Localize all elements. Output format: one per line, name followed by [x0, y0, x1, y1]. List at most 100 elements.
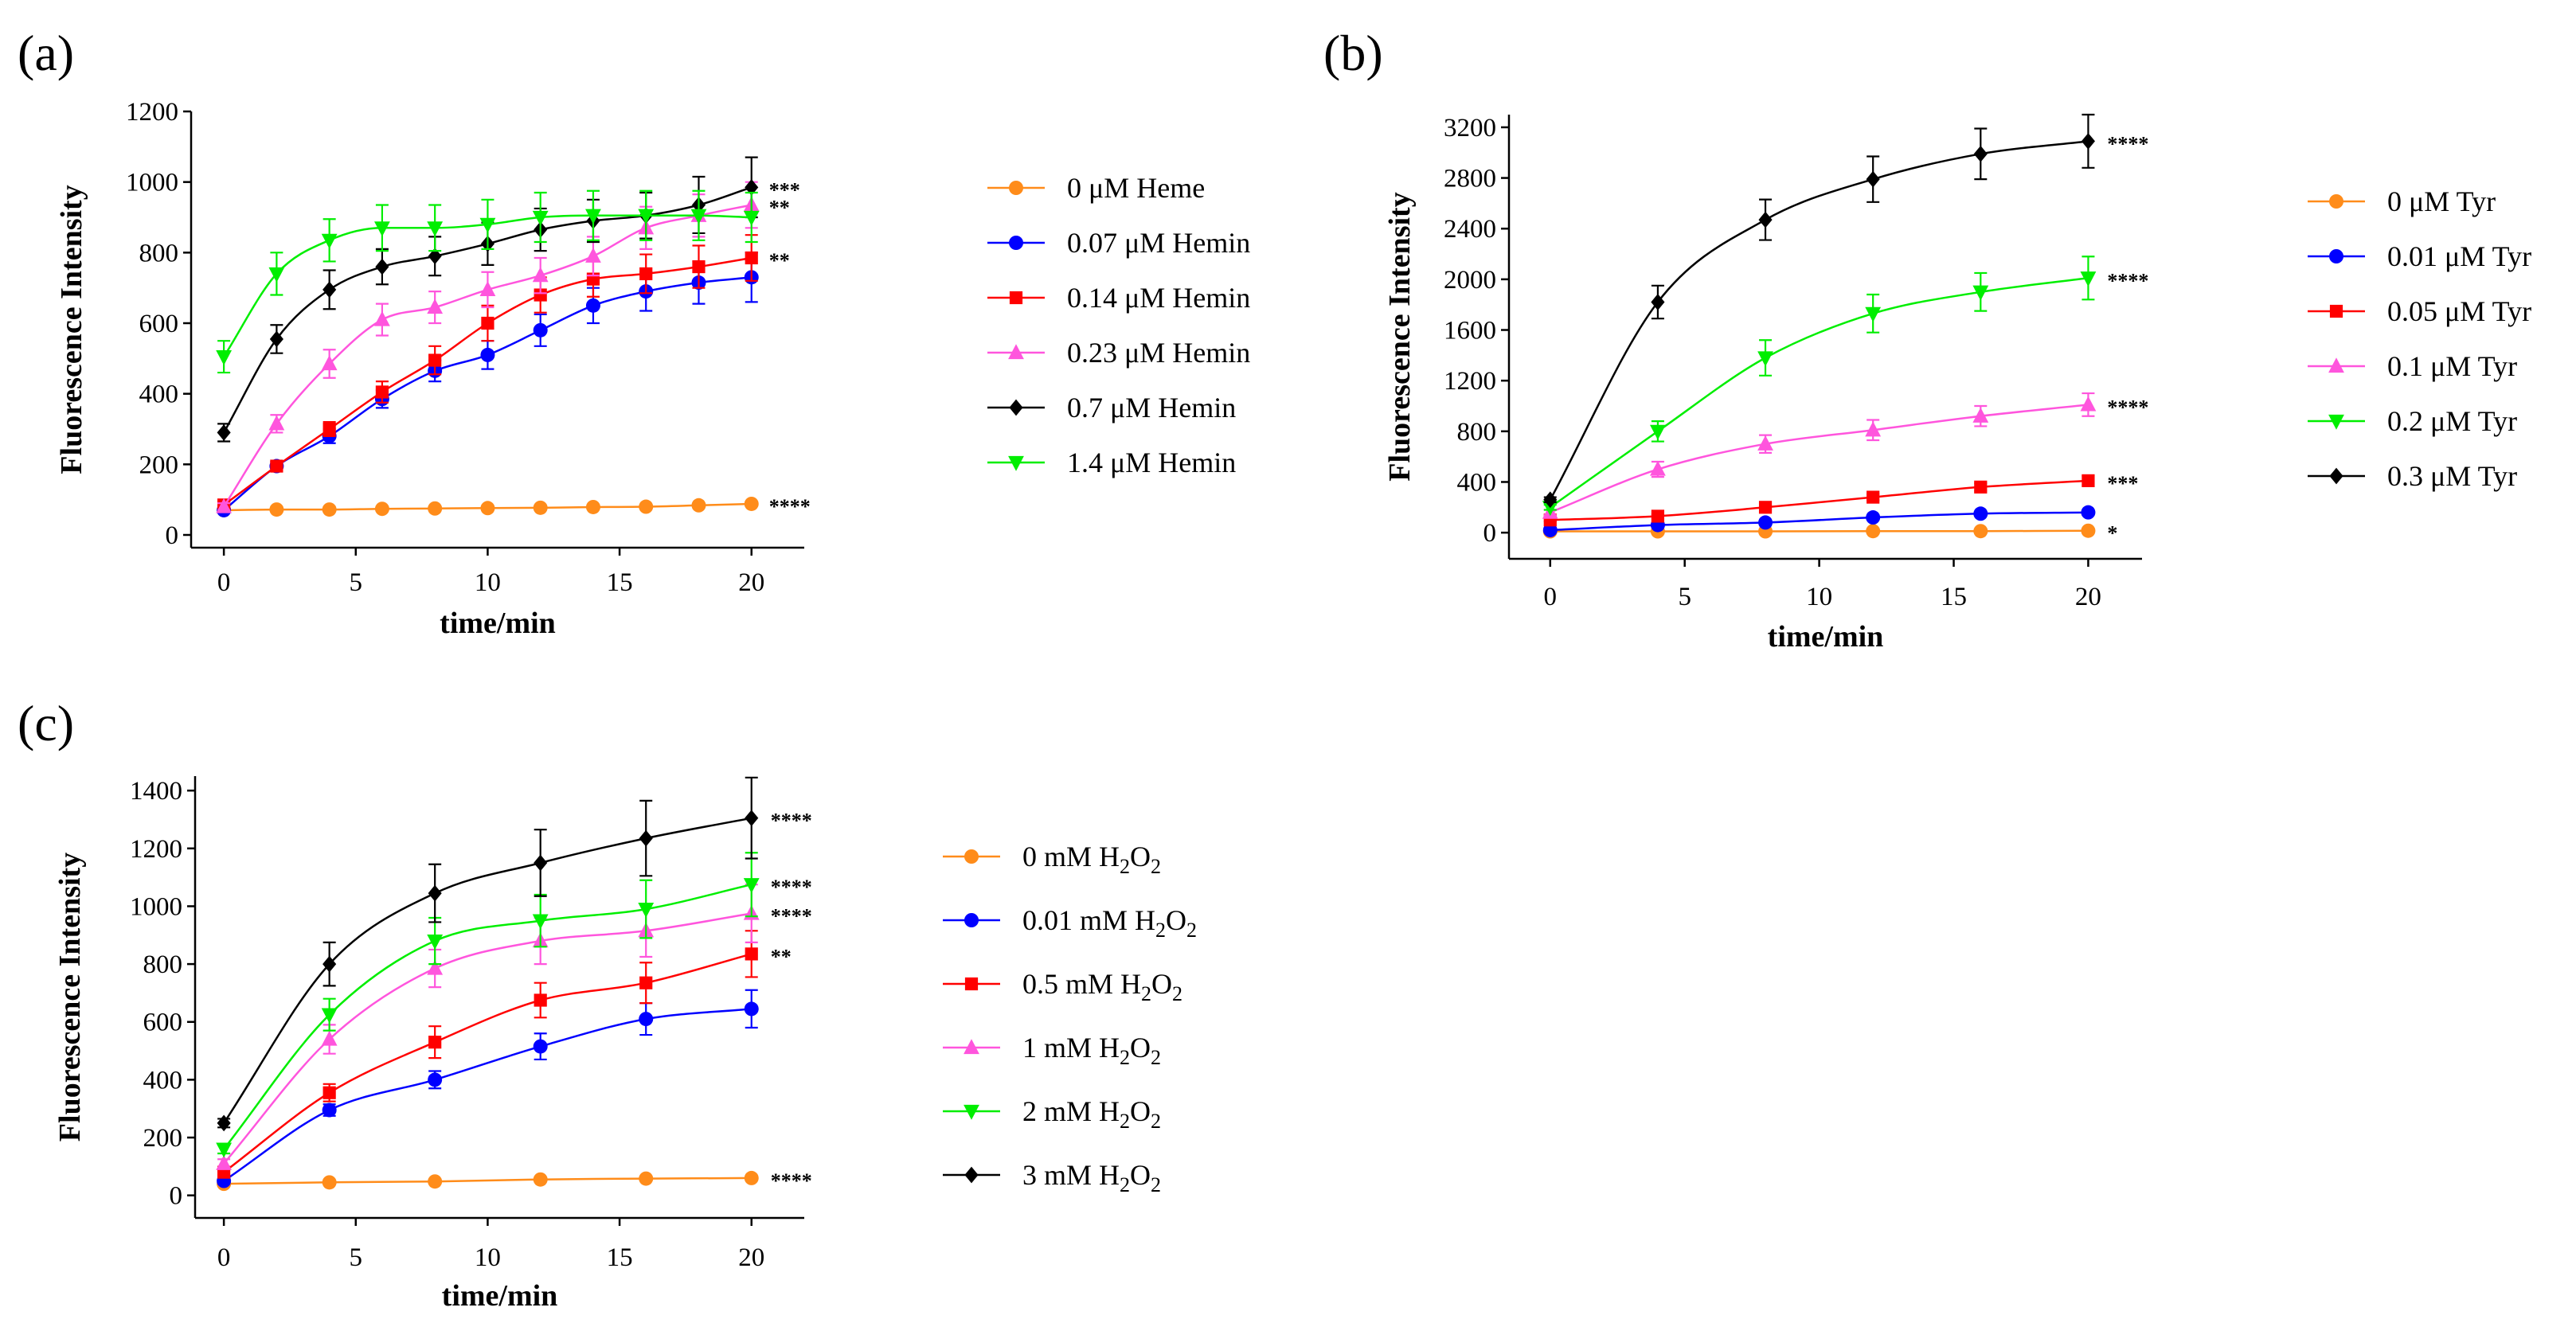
- data-point: [216, 350, 233, 365]
- x-tick-label: 5: [350, 1243, 363, 1272]
- y-tick-label: 1000: [126, 169, 178, 197]
- significance-label: ****: [2107, 396, 2148, 419]
- data-point: [585, 209, 601, 224]
- data-point: [692, 260, 706, 274]
- x-tick-label: 0: [1544, 583, 1558, 611]
- y-axis-title: Fluorescence Intensity: [55, 185, 88, 474]
- series-0-5-mm-h2o2: [217, 930, 758, 1179]
- x-tick-label: 10: [1806, 583, 1832, 611]
- legend-entry-1-4-um-hemin: 1.4 μM Hemin: [987, 447, 1236, 478]
- x-tick-label: 15: [607, 568, 633, 597]
- data-point: [216, 1142, 233, 1158]
- data-point: [1866, 170, 1880, 188]
- x-tick-label: 20: [738, 568, 764, 597]
- y-tick-label: 2800: [1444, 165, 1496, 193]
- series-line: [1550, 529, 2089, 533]
- data-point: [585, 298, 600, 313]
- y-tick-label: 2000: [1444, 266, 1496, 295]
- data-point: [269, 502, 284, 517]
- data-point: [1866, 524, 1881, 539]
- legend-marker: [2329, 467, 2343, 485]
- x-tick-label: 15: [607, 1243, 633, 1272]
- series-0-01-um-tyr: [1542, 505, 2096, 537]
- series-1-4-um-hemin: [216, 189, 760, 374]
- data-point: [2081, 523, 2096, 538]
- series-line: [1550, 277, 2089, 509]
- data-point: [1758, 501, 1773, 514]
- significance-label: **: [769, 196, 790, 219]
- legend-marker: [2328, 414, 2344, 430]
- x-tick-label: 10: [475, 1243, 501, 1272]
- legend-entry-0-um-heme: 0 μM Heme: [987, 172, 1205, 204]
- data-point: [375, 258, 389, 275]
- data-point: [745, 810, 759, 827]
- x-tick-label: 5: [350, 568, 363, 597]
- data-point: [428, 1036, 442, 1049]
- y-tick-label: 400: [143, 1066, 183, 1095]
- x-tick-label: 20: [738, 1243, 764, 1272]
- data-point: [638, 209, 655, 224]
- data-point: [480, 501, 495, 516]
- data-point: [1651, 294, 1665, 310]
- series-line: [1549, 140, 2089, 501]
- data-point: [1542, 522, 1558, 537]
- data-point: [428, 248, 442, 265]
- significance-label: *: [2107, 522, 2117, 545]
- y-tick-label: 400: [1457, 468, 1497, 497]
- data-point: [744, 1170, 759, 1185]
- legend-label: 1 mM H2O2: [1022, 1032, 1161, 1069]
- data-point: [532, 914, 549, 930]
- data-point: [479, 217, 496, 233]
- legend-marker: [2328, 357, 2344, 373]
- data-point: [374, 310, 390, 326]
- data-point: [375, 385, 389, 399]
- series-line: [223, 883, 752, 1150]
- panel-label: (c): [18, 695, 74, 751]
- data-point: [745, 178, 759, 196]
- y-tick-label: 200: [139, 451, 179, 479]
- data-point: [1866, 510, 1881, 525]
- data-point: [268, 415, 285, 431]
- series-3-mm-h2o2: [217, 776, 759, 1132]
- data-point: [1973, 506, 1988, 521]
- legend-entry-2-mm-h2o2: 2 mM H2O2: [943, 1095, 1161, 1133]
- legend-label: 0 mM H2O2: [1022, 841, 1161, 878]
- y-tick-label: 200: [143, 1124, 183, 1153]
- y-tick-label: 0: [170, 1182, 183, 1211]
- data-point: [322, 422, 336, 436]
- x-tick-label: 15: [1941, 583, 1967, 611]
- data-point: [427, 934, 444, 950]
- significance-label: ****: [769, 495, 811, 518]
- data-point: [479, 281, 496, 296]
- legend-label: 2 mM H2O2: [1022, 1095, 1161, 1133]
- data-point: [321, 355, 338, 371]
- x-axis-title: time/min: [442, 1279, 558, 1313]
- legend-label: 0.05 μM Tyr: [2387, 295, 2531, 327]
- legend-marker: [964, 977, 979, 991]
- series-0-mm-h2o2: [217, 1170, 759, 1192]
- x-tick-label: 0: [217, 568, 231, 597]
- y-tick-label: 1200: [1444, 367, 1496, 396]
- significance-label: **: [771, 945, 792, 968]
- panel-label: (b): [1323, 25, 1383, 81]
- significance-label: ****: [771, 905, 812, 928]
- significance-label: ***: [769, 178, 800, 201]
- chart-panel-b: (b) 0 400 800 1200 1600 2000 2400 2800 3200 0 5 10 15…: [1323, 25, 2531, 654]
- data-point: [270, 459, 283, 473]
- data-point: [1758, 515, 1773, 530]
- y-tick-label: 3200: [1444, 114, 1496, 142]
- data-point: [533, 1039, 548, 1054]
- y-tick-label: 1200: [126, 98, 178, 127]
- data-point: [1543, 491, 1558, 509]
- data-point: [322, 1086, 336, 1099]
- data-point: [1542, 501, 1558, 517]
- legend-marker: [1009, 181, 1023, 195]
- data-point: [1973, 145, 1988, 162]
- x-tick-label: 5: [1678, 583, 1691, 611]
- data-point: [321, 233, 338, 249]
- legend-marker: [964, 1104, 979, 1120]
- y-tick-label: 1600: [1444, 317, 1496, 345]
- legend-label: 0.14 μM Hemin: [1067, 282, 1250, 314]
- series-0-7-um-hemin: [217, 156, 759, 443]
